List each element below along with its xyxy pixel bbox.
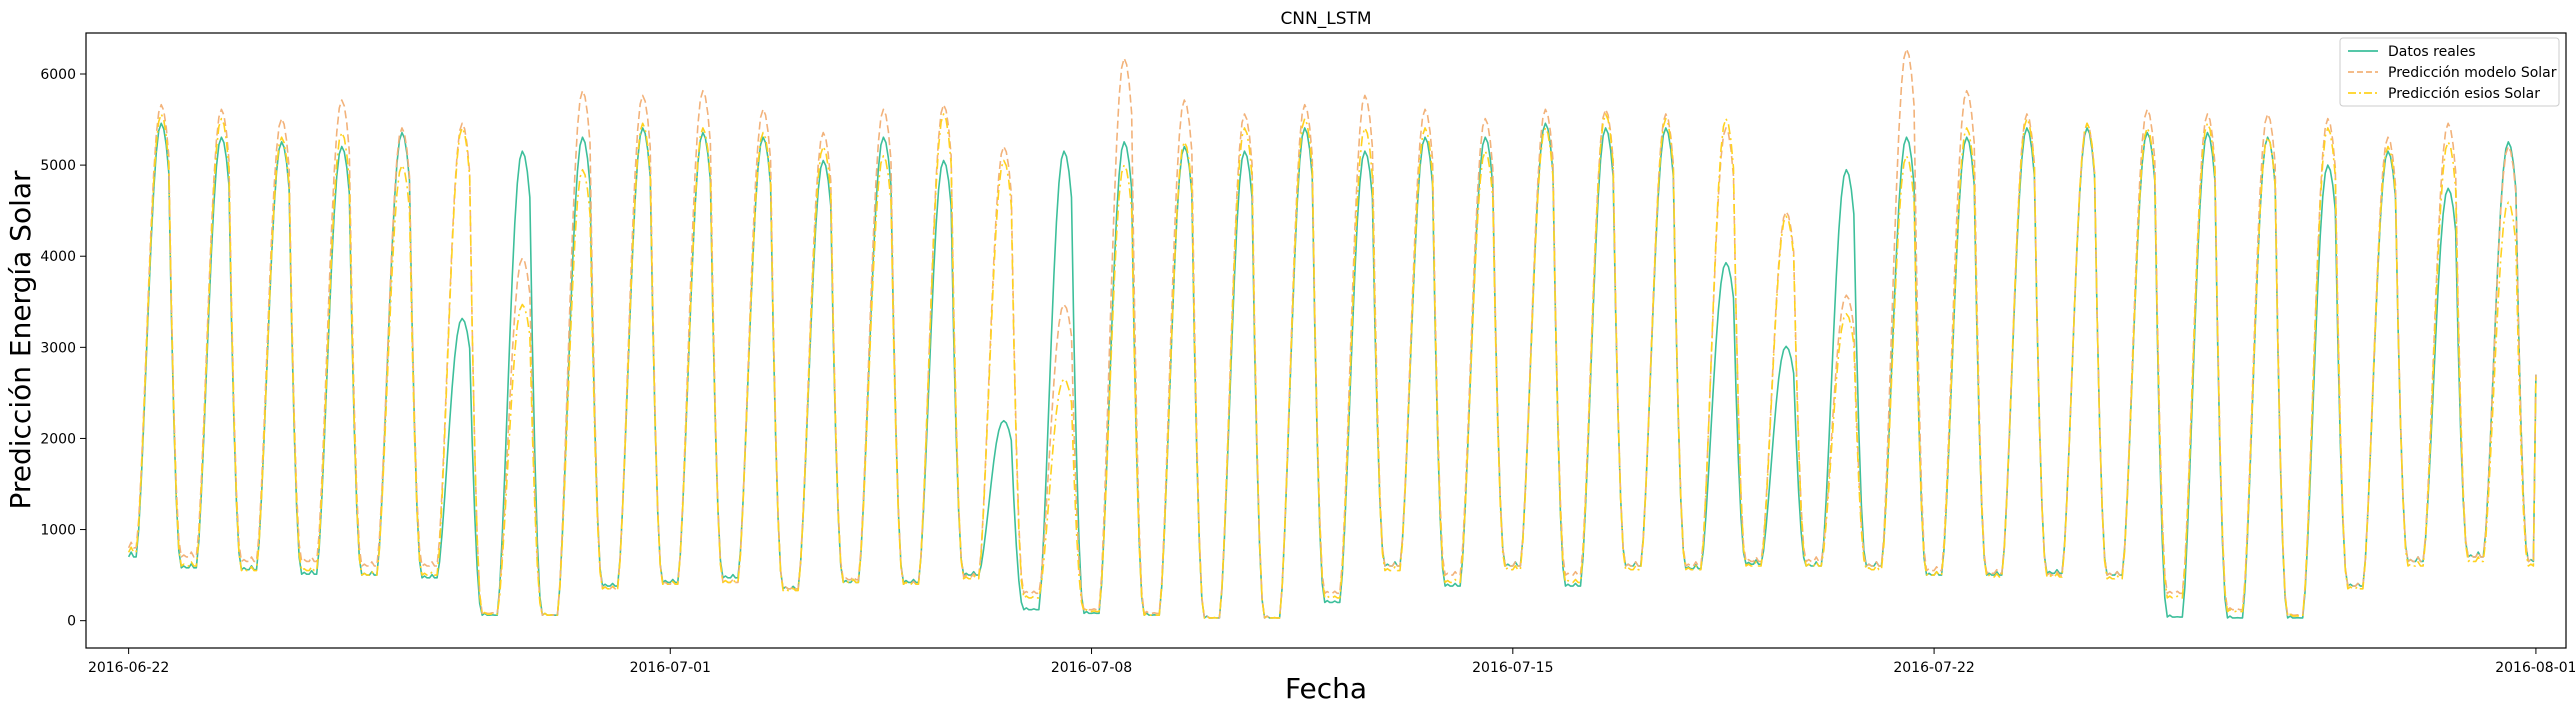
y-axis: 0 1000 2000 3000 4000 5000 6000	[40, 67, 86, 630]
series-layer	[127, 48, 2537, 619]
chart-title: CNN_LSTM	[1280, 9, 1371, 29]
y-tick-label: 5000	[40, 158, 76, 174]
y-tick-label: 1000	[40, 523, 76, 539]
y-tick-label: 6000	[40, 67, 76, 83]
legend-frame	[2339, 37, 2560, 107]
x-tick-label: 2016-07-01	[630, 660, 711, 676]
x-tick-label: 2016-08-01	[2495, 660, 2575, 676]
x-axis: 2016-06-22 2016-07-01 2016-07-08 2016-07-15…	[88, 648, 2575, 676]
legend-label-1: Datos reales	[2388, 44, 2476, 60]
y-tick-label: 0	[67, 614, 76, 630]
x-tick-label: 2016-07-08	[1051, 660, 1132, 676]
y-tick-label: 4000	[40, 249, 76, 265]
y-tick-label: 2000	[40, 431, 76, 447]
x-tick-label: 2016-06-22	[88, 660, 169, 676]
plot-area-frame	[85, 32, 2567, 649]
x-tick-label: 2016-07-15	[1472, 660, 1553, 676]
x-axis-label: Fecha	[1285, 672, 1367, 705]
y-tick-label: 3000	[40, 340, 76, 356]
legend-label-3: Predicción esios Solar	[2388, 86, 2540, 102]
legend: Datos reales Predicción modelo Solar Predi…	[2339, 37, 2560, 107]
legend-label-2: Predicción modelo Solar	[2388, 65, 2557, 81]
y-axis-label: Predicción Energía Solar	[4, 170, 37, 510]
x-tick-label: 2016-07-22	[1893, 660, 1974, 676]
series-line-3	[127, 113, 2537, 619]
